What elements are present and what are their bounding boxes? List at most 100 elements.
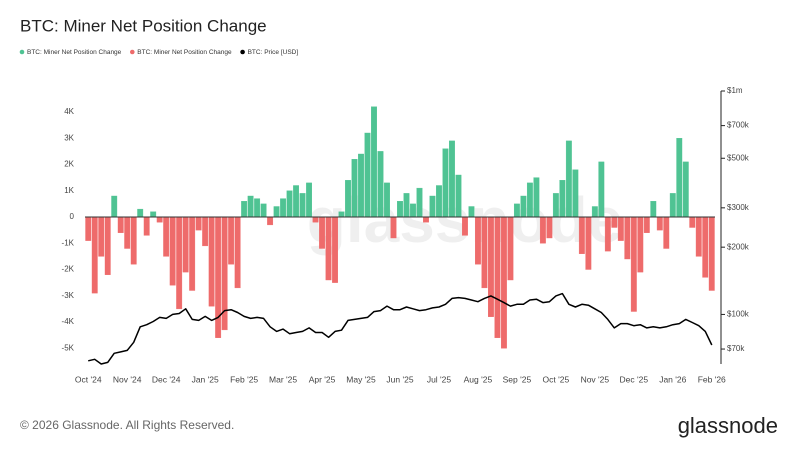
bar — [215, 216, 222, 338]
bar — [611, 216, 618, 228]
y-tick-label: 1K — [64, 186, 74, 195]
bar — [98, 216, 105, 257]
y2-tick-label: $700k — [727, 121, 750, 130]
bar — [195, 216, 202, 231]
bar — [150, 211, 157, 218]
bar — [565, 140, 572, 218]
bar — [306, 182, 312, 218]
bar — [325, 216, 332, 281]
y-tick-label: -1K — [62, 238, 75, 247]
bar — [254, 198, 261, 218]
bar — [130, 216, 137, 265]
bar — [377, 151, 384, 218]
x-tick-label: Mar '25 — [269, 374, 297, 384]
bar — [520, 195, 527, 218]
x-tick-label: Dec '24 — [152, 374, 181, 384]
bar — [267, 216, 274, 226]
y-tick-label: -3K — [62, 291, 75, 300]
bar — [176, 216, 183, 310]
bar — [481, 216, 488, 289]
y2-tick-label: $70k — [727, 344, 745, 353]
bar — [689, 216, 696, 228]
bar — [539, 216, 546, 244]
chart-title: BTC: Miner Net Position Change — [20, 16, 267, 35]
bar — [513, 203, 520, 218]
y-tick-label: 3K — [64, 133, 74, 142]
bar — [312, 216, 319, 223]
y-tick-label: -2K — [62, 265, 75, 274]
x-tick-label: May '25 — [346, 374, 376, 384]
bar — [526, 182, 533, 218]
bar — [208, 216, 215, 307]
logo: glassnode — [678, 413, 778, 438]
y2-tick-label: $100k — [727, 310, 750, 319]
y2-tick-label: $1m — [727, 86, 743, 95]
bar — [293, 185, 300, 218]
bar — [663, 216, 670, 249]
bar — [630, 216, 637, 312]
legend-marker — [19, 49, 25, 55]
bar — [708, 216, 715, 291]
bar — [572, 169, 579, 218]
bar — [617, 216, 624, 241]
x-tick-label: Nov '24 — [113, 374, 142, 384]
bar — [669, 193, 676, 218]
bar — [500, 216, 507, 349]
bar — [364, 132, 371, 218]
bar — [702, 216, 709, 278]
bar — [117, 216, 124, 233]
bar — [371, 106, 377, 218]
bar — [682, 161, 689, 218]
bar — [559, 180, 566, 218]
bar — [604, 216, 611, 252]
x-tick-label: Dec '25 — [620, 374, 649, 384]
x-tick-label: Jun '25 — [386, 374, 413, 384]
bar — [650, 201, 657, 218]
x-tick-label: Nov '25 — [581, 374, 610, 384]
bar — [351, 159, 358, 218]
footer: © 2026 Glassnode. All Rights Reserved. — [20, 418, 234, 432]
bar — [494, 216, 501, 338]
bar — [124, 216, 131, 249]
bar — [488, 216, 494, 317]
bar — [228, 216, 235, 265]
bar — [338, 211, 345, 218]
bar — [241, 201, 248, 218]
bar — [436, 185, 442, 218]
bar — [384, 182, 390, 218]
bar — [416, 187, 423, 218]
bar — [280, 198, 287, 218]
bar — [111, 195, 118, 218]
bar — [656, 216, 663, 231]
x-tick-label: Apr '25 — [309, 374, 336, 384]
bar — [591, 206, 598, 218]
bar — [345, 180, 351, 218]
price-line — [88, 292, 713, 365]
bar — [143, 216, 150, 236]
x-tick-label: Feb '26 — [698, 374, 726, 384]
bar — [163, 216, 170, 257]
bar — [442, 148, 449, 218]
y2-tick-label: $500k — [727, 153, 750, 162]
bar — [637, 216, 644, 273]
bar — [202, 216, 209, 247]
bar — [85, 216, 92, 241]
legend-marker — [240, 49, 245, 55]
y-tick-label: -5K — [62, 343, 75, 352]
bar — [507, 216, 514, 281]
y-tick-label: 0 — [70, 212, 75, 221]
bar — [585, 216, 592, 270]
y2-tick-label: $300k — [727, 203, 750, 212]
y-tick-label: 2K — [64, 160, 74, 169]
bar — [182, 216, 189, 273]
x-tick-label: Oct '24 — [75, 374, 102, 384]
bar — [169, 216, 176, 286]
bar — [533, 177, 540, 218]
bar — [676, 138, 683, 218]
legend-label: BTC: Price [USD] — [248, 49, 299, 56]
bar — [410, 203, 416, 218]
bar — [475, 216, 481, 265]
bar — [449, 140, 455, 218]
bar — [137, 208, 144, 218]
